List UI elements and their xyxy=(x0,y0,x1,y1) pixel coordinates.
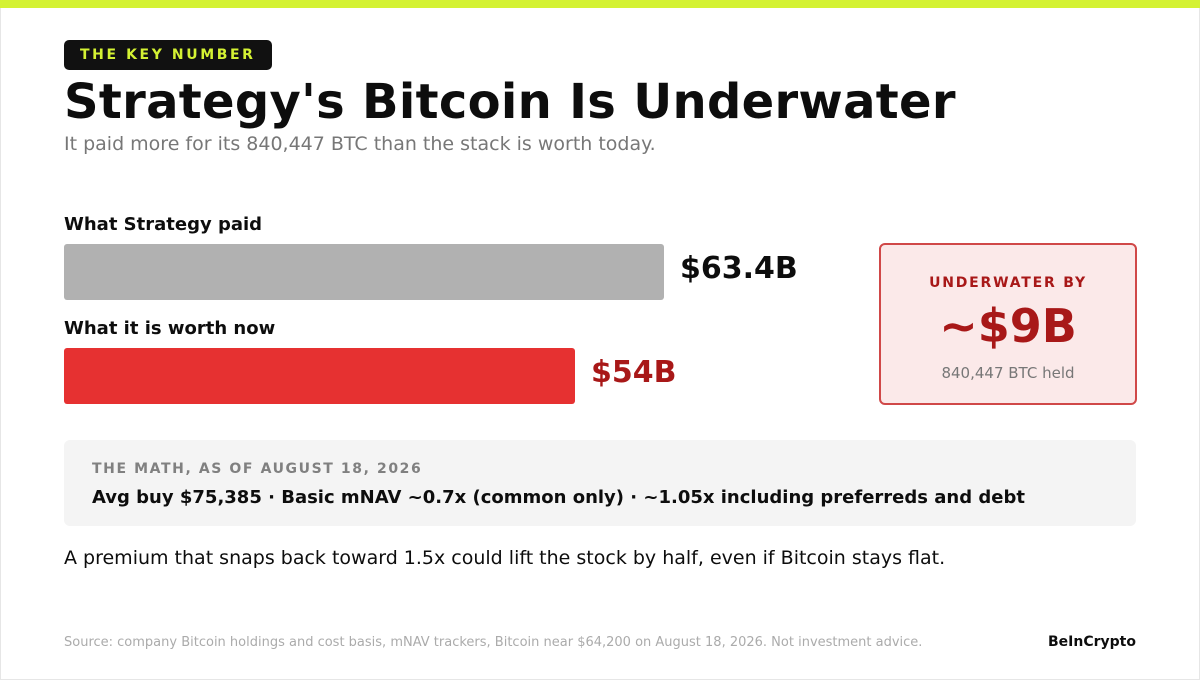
bar-label-worth: What it is worth now xyxy=(64,318,276,339)
bar-label-paid: What Strategy paid xyxy=(64,214,263,235)
callout-label: UNDERWATER BY xyxy=(929,275,1087,291)
bar-value-paid: $63.4B xyxy=(680,251,798,286)
source-note: Source: company Bitcoin holdings and cos… xyxy=(64,635,923,650)
math-text: Avg buy $75,385 · Basic mNAV ~0.7x (comm… xyxy=(92,487,1025,508)
callout-value: ~$9B xyxy=(939,299,1077,353)
bar-worth xyxy=(64,348,575,404)
underwater-callout: UNDERWATER BY ~$9B 840,447 BTC held xyxy=(879,243,1137,405)
bar-value-worth: $54B xyxy=(591,355,677,390)
page-title: Strategy's Bitcoin Is Underwater xyxy=(64,74,956,130)
callout-sub: 840,447 BTC held xyxy=(941,364,1075,382)
bar-paid xyxy=(64,244,664,300)
brand-logo: BeInCrypto xyxy=(1048,634,1136,650)
takeaway-text: A premium that snaps back toward 1.5x co… xyxy=(64,547,946,569)
accent-bar xyxy=(0,0,1200,8)
math-box: THE MATH, AS OF AUGUST 18, 2026 Avg buy … xyxy=(64,440,1136,526)
page-subtitle: It paid more for its 840,447 BTC than th… xyxy=(64,133,656,155)
key-number-tag: THE KEY NUMBER xyxy=(64,40,272,70)
math-label: THE MATH, AS OF AUGUST 18, 2026 xyxy=(92,461,423,477)
